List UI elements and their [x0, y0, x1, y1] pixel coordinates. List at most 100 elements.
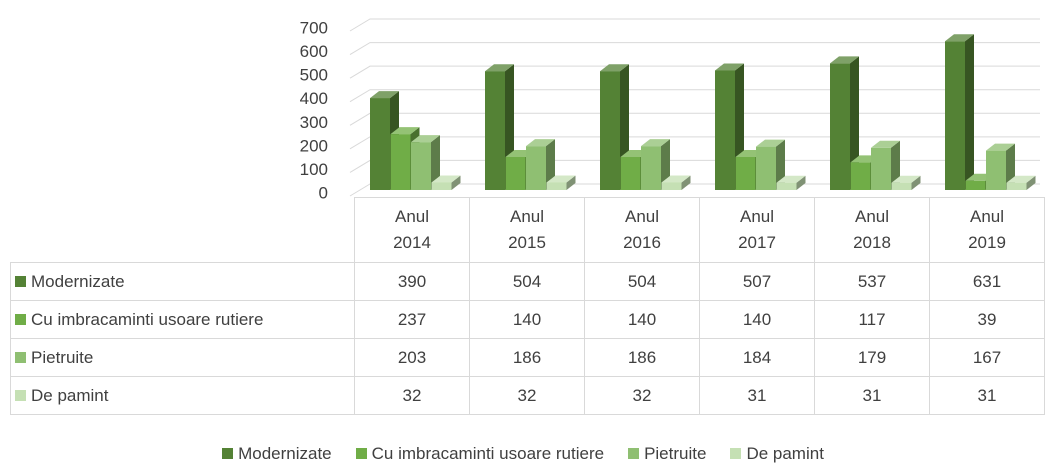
table-value: 32 — [584, 376, 700, 415]
bar-side — [911, 175, 921, 190]
bar-top — [411, 135, 440, 143]
bar-top — [945, 34, 974, 42]
category-label: Anul 2016 — [584, 197, 700, 263]
series-name: Cu imbracaminti usoare rutiere — [31, 309, 264, 329]
category-label: Anul 2017 — [699, 197, 815, 263]
grid-line — [349, 159, 1040, 173]
grid-line — [349, 112, 1040, 126]
table-value: 507 — [699, 262, 815, 301]
bar-top — [661, 175, 691, 183]
bar — [485, 71, 505, 190]
grid-line — [349, 18, 1040, 32]
bar — [641, 146, 661, 190]
table-value: 31 — [814, 376, 930, 415]
table-value: 237 — [354, 300, 470, 339]
category-label: Anul 2014 — [354, 197, 470, 263]
legend-key — [15, 313, 26, 325]
legend-key — [222, 448, 234, 459]
table-value: 504 — [469, 262, 585, 301]
table-value: 117 — [814, 300, 930, 339]
row-header: Modernizate — [10, 262, 355, 301]
bar-side — [850, 56, 859, 190]
bar-top — [715, 63, 744, 71]
y-tick-label: 700 — [300, 18, 328, 37]
table-corner — [10, 197, 355, 263]
y-tick-label: 600 — [300, 42, 328, 61]
table-header-row: Anul 2014 Anul 2015 Anul 2016 Anul 2017 Anul… — [10, 197, 1045, 263]
data-table: Anul 2014 Anul 2015 Anul 2016 Anul 2017 Anul… — [10, 197, 1045, 415]
bar — [776, 182, 797, 190]
bar — [891, 182, 912, 190]
bar — [526, 146, 546, 190]
table-row: Cu imbracaminti usoare rutiere 237 140 140 1… — [10, 300, 1045, 339]
bar — [600, 71, 620, 190]
bar-top — [756, 139, 785, 147]
bar-top — [986, 143, 1015, 151]
bar-side — [661, 139, 670, 190]
category-label: Anul 2019 — [929, 197, 1045, 263]
bar-side — [451, 175, 461, 190]
category-label: Anul 2015 — [469, 197, 585, 263]
bar-top — [390, 127, 420, 135]
bar-side — [546, 139, 555, 190]
table-value: 32 — [354, 376, 470, 415]
table-value: 203 — [354, 338, 470, 377]
bar — [871, 147, 891, 190]
bar — [661, 182, 682, 190]
bar-top — [871, 140, 900, 148]
bar — [945, 41, 965, 191]
legend-label: De pamint — [746, 444, 824, 463]
bar — [735, 157, 756, 190]
table-value: 167 — [929, 338, 1045, 377]
legend-key — [628, 448, 640, 459]
series-name: Modernizate — [31, 271, 125, 291]
bar — [370, 98, 390, 190]
bar — [620, 157, 641, 190]
bar — [715, 70, 735, 190]
bar-top — [891, 175, 921, 183]
table-row: Modernizate 390 504 504 507 537 631 — [10, 262, 1045, 301]
bar-top — [1006, 175, 1036, 183]
bar — [411, 142, 431, 190]
bar-top — [526, 139, 555, 147]
grid-line — [349, 89, 1040, 103]
bar-side — [681, 175, 691, 190]
legend-label: Modernizate — [238, 444, 332, 463]
series-name: Pietruite — [31, 347, 94, 367]
table-value: 504 — [584, 262, 700, 301]
legend-item: Modernizate — [222, 444, 332, 463]
bar — [986, 150, 1006, 190]
legend-key — [15, 275, 26, 287]
bar-side — [796, 175, 806, 190]
row-header: De pamint — [10, 376, 355, 415]
bar-top — [776, 175, 806, 183]
table-value: 179 — [814, 338, 930, 377]
table-value: 537 — [814, 262, 930, 301]
legend-item: De pamint — [730, 444, 824, 463]
bar — [830, 63, 850, 190]
table-value: 390 — [354, 262, 470, 301]
table-value: 31 — [699, 376, 815, 415]
legend-item: Cu imbracaminti usoare rutiere — [355, 444, 605, 463]
bar-top — [370, 91, 399, 99]
bar-side — [566, 175, 576, 190]
bar — [431, 182, 452, 190]
table-row: Pietruite 203 186 186 184 179 167 — [10, 338, 1045, 377]
table-value: 39 — [929, 300, 1045, 339]
bar-side — [891, 140, 900, 190]
grid-line — [349, 136, 1040, 150]
y-tick-label: 500 — [300, 66, 328, 85]
table-value: 140 — [469, 300, 585, 339]
legend-label: Pietruite — [644, 444, 707, 463]
bar-side — [776, 139, 785, 190]
bar — [390, 134, 411, 190]
y-tick-label: 400 — [300, 89, 328, 108]
legend-label: Cu imbracaminti usoare rutiere — [371, 444, 605, 463]
table-value: 140 — [699, 300, 815, 339]
y-tick-label: 300 — [300, 113, 328, 132]
legend-key — [15, 351, 26, 363]
series-name: De pamint — [31, 385, 109, 405]
bar — [1006, 182, 1027, 190]
bar-top — [641, 139, 670, 147]
